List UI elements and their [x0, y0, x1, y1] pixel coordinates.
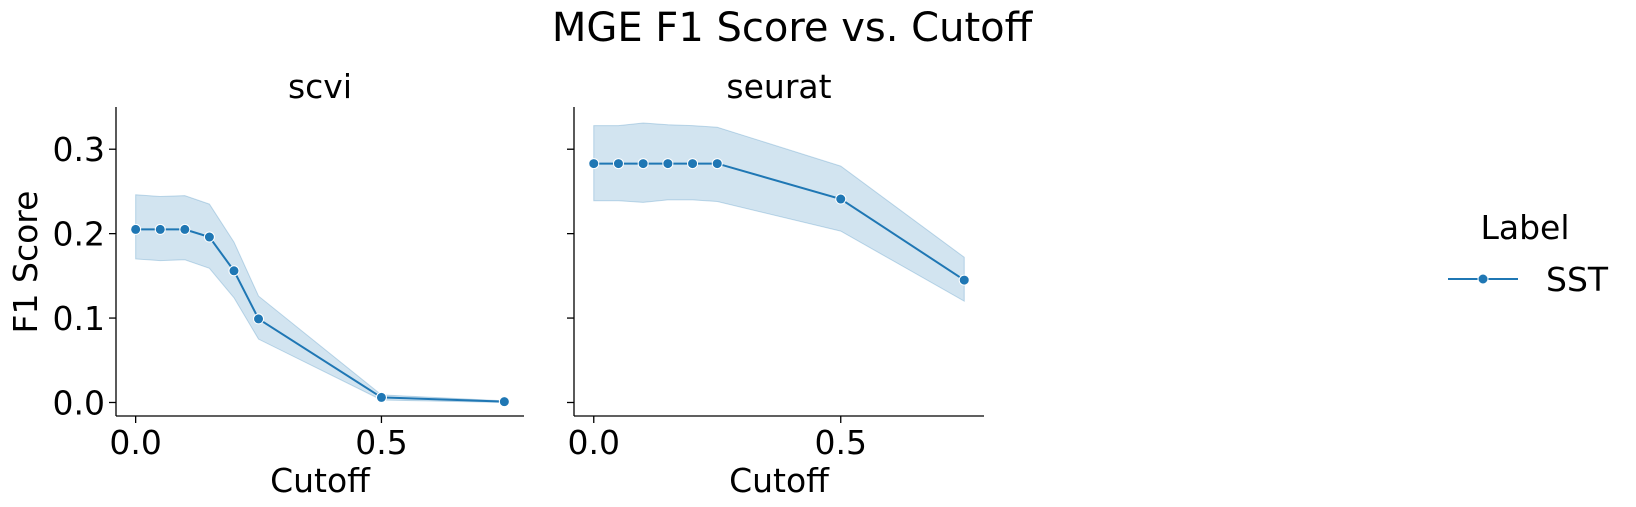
y-axis-label: F1 Score	[6, 191, 45, 334]
data-point	[228, 265, 240, 277]
y-tick-label: 0.3	[53, 130, 105, 169]
facet-title: seurat	[726, 67, 831, 106]
data-point	[375, 391, 387, 403]
y-tick-label: 0.0	[53, 383, 105, 422]
data-point	[154, 223, 166, 235]
legend-marker	[1477, 273, 1489, 285]
legend-title: Label	[1480, 208, 1569, 247]
legend: Label SST	[1448, 208, 1609, 299]
facet-title: scvi	[288, 67, 352, 106]
data-point	[253, 313, 265, 325]
facet-seurat: seurat Cutoff 0.0 0.5	[567, 67, 984, 500]
data-point	[612, 158, 624, 170]
facet-scvi: scvi Cutoff 0.0 0.1 0.2 0.3 0.0 0.5	[53, 67, 524, 500]
data-point	[687, 158, 699, 170]
chart-title: MGE F1 Score vs. Cutoff	[552, 5, 1034, 51]
x-tick-label: 0.5	[815, 423, 867, 462]
confidence-band	[593, 122, 965, 303]
y-tick-label: 0.2	[53, 215, 105, 254]
x-tick-label: 0.5	[355, 423, 407, 462]
data-point	[835, 193, 847, 205]
x-tick-label: 0.0	[568, 423, 620, 462]
data-point	[662, 158, 674, 170]
data-point	[711, 158, 723, 170]
data-point	[637, 158, 649, 170]
data-point	[203, 231, 215, 243]
x-axis-label: Cutoff	[270, 461, 371, 500]
data-point	[130, 223, 142, 235]
confidence-band	[135, 194, 505, 404]
data-point	[958, 274, 970, 286]
y-tick-label: 0.1	[53, 299, 105, 338]
data-point	[179, 223, 191, 235]
legend-label: SST	[1546, 260, 1609, 299]
x-tick-label: 0.0	[109, 423, 161, 462]
data-point	[588, 158, 600, 170]
data-point	[498, 396, 510, 408]
x-axis-label: Cutoff	[729, 461, 830, 500]
